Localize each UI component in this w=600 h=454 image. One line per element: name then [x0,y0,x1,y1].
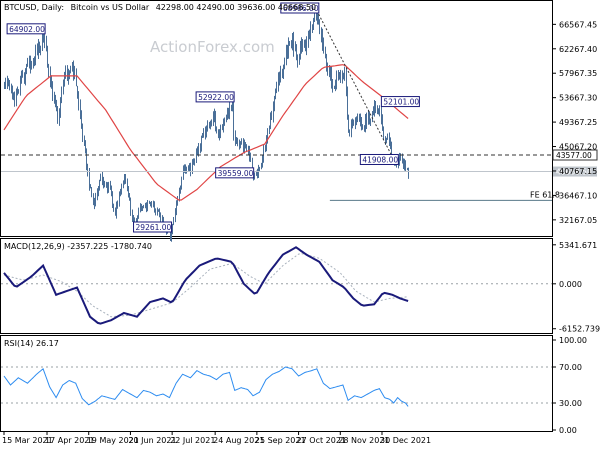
x-tick-label: 19 May 2021 [87,436,139,445]
current-price-tag: 40668.50 [556,168,592,177]
price-levels: 43577.00 40668.50 FE 61.8 [1,10,598,201]
price-callout-label: 64902.00 [9,25,45,34]
macd-y-tick-label: 0.000 [559,280,582,289]
chart-header: BTCUSD, Daily: Bitcoin vs US Dollar 4229… [4,3,316,12]
level-price-tag: 43577.00 [556,151,592,160]
macd-y-tick-label: -6152.739 [559,325,600,334]
price-callout-label: 52101.00 [383,98,419,107]
macd-y-tick-label: 5341.671 [559,241,597,250]
price-y-tick-label: 40767.15 [559,167,597,176]
price-y-tick-label: 49367.25 [559,118,597,127]
watermark-text: ActionForex.com [150,38,275,56]
price-pane-frame [0,0,553,237]
price-y-tick-label: 57967.35 [559,69,597,78]
price-callout-box [280,2,320,14]
macd-signal-line [3,252,409,318]
x-tick-label: 15 Mar 2021 [2,436,53,445]
x-tick-label: 22 Jul 2021 [170,436,215,445]
price-callout-box [380,96,420,108]
price-callouts: 64902.00 29261.00 52922.00 39559.00 68986.00… [6,2,420,233]
x-tick-label: 28 Nov 2021 [338,436,389,445]
moving-average [3,64,409,201]
rsi-y-tick-label: 70.00 [559,363,582,372]
current-price-tag-box [553,166,597,177]
fib-extension-label: FE 61.8 [530,190,560,199]
x-tick-label: 24 Aug 2021 [213,436,264,445]
rsi-pane-frame [0,335,553,432]
rsi-title: RSI(14) 26.17 [4,339,59,348]
price-callout-label: 29261.00 [136,223,172,232]
rsi-y-tick-label: 100.00 [559,336,587,345]
x-tick-label: 27 Oct 2021 [297,436,346,445]
x-tick-label: 20 Jun 2021 [128,436,176,445]
price-y-tick-label: 36467.10 [559,191,597,200]
price-callout-label: 68986.00 [283,4,319,13]
macd-title: MACD(12,26,9) -2357.225 -1780.740 [4,242,152,251]
trend-line [316,10,397,165]
macd-pane-frame [0,238,553,334]
header-symbol: BTCUSD, Daily: [4,3,64,12]
price-y-tick-label: 32167.05 [559,216,597,225]
rsi-line [3,366,409,407]
price-callout-label: 52922.00 [198,93,234,102]
x-tick-label: 30 Dec 2021 [380,436,431,445]
price-y-tick-label: 45067.20 [559,143,597,152]
price-y-tick-label: 62267.40 [559,45,597,54]
price-callout-box [359,153,399,165]
price-callout-box [215,167,255,179]
price-callout-box [6,23,46,35]
price-callout-box [133,221,173,233]
macd-pane: 5341.671 0.000 -6152.739 [1,241,600,334]
price-callout-label: 39559.00 [218,169,254,178]
header-description: Bitcoin vs US Dollar [71,3,150,12]
header-ohlc: 42298.00 42490.00 39636.00 40668.50 [156,3,316,12]
rsi-y-tick-label: 30.00 [559,399,582,408]
x-tick-label: 25 Sep 2021 [255,436,306,445]
price-bars [4,5,409,242]
price-y-tick-label: 66567.45 [559,20,597,29]
price-callout-box [195,91,235,103]
rsi-y-tick-label: 0.00 [559,426,577,435]
rsi-pane: 100.00 70.00 30.00 0.00 [1,336,587,435]
macd-main-line [3,246,409,325]
watermark-group: ActionForex.com [150,38,275,56]
price-y-tick-label: 53667.30 [559,94,597,103]
price-y-axis: 66567.45 62267.40 57967.35 53667.30 49367.25… [552,20,597,225]
moving-average-line [3,64,409,201]
x-tick-label: 17 Apr 2021 [45,436,94,445]
price-callout-label: 41908.00 [362,155,398,164]
level-price-tag-box [552,149,598,161]
